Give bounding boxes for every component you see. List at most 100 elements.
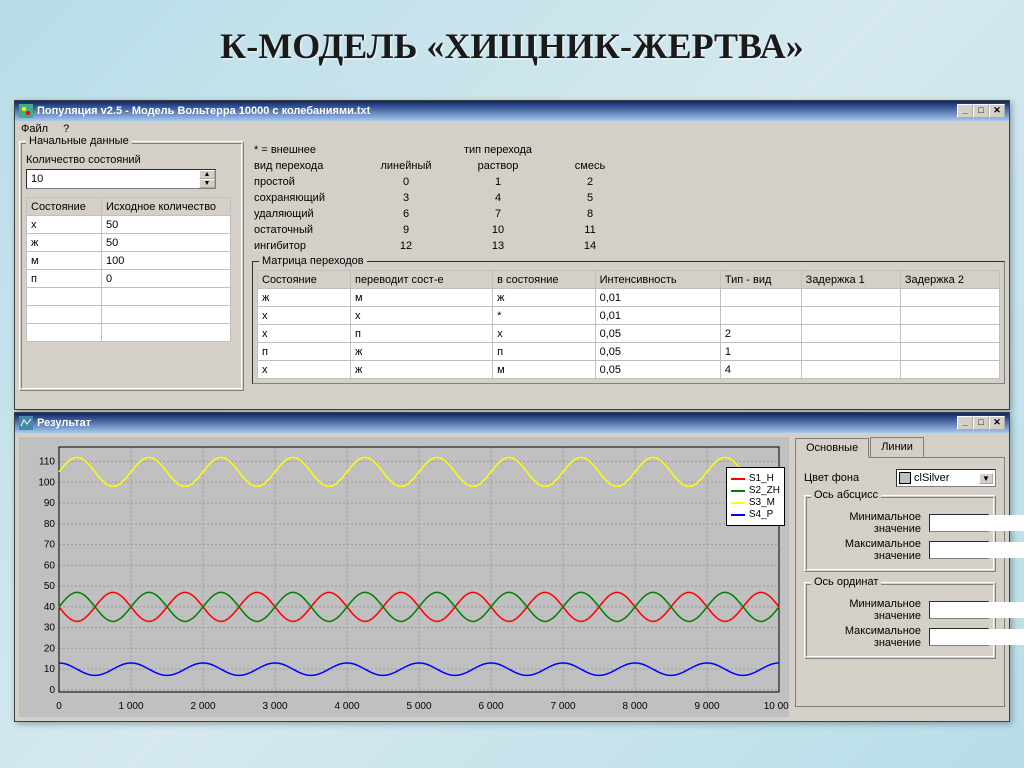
table-cell[interactable]: п <box>258 343 351 361</box>
svg-text:8 000: 8 000 <box>622 701 647 712</box>
table-cell[interactable] <box>900 289 999 307</box>
legend-item: S1_H <box>731 473 780 484</box>
table-cell[interactable]: ж <box>258 289 351 307</box>
table-cell[interactable] <box>102 288 231 306</box>
table-cell[interactable]: 50 <box>102 234 231 252</box>
close-button-2[interactable]: ✕ <box>989 416 1005 430</box>
table-cell[interactable]: м <box>27 252 102 270</box>
tab-lines[interactable]: Линии <box>870 437 924 457</box>
table-cell[interactable] <box>900 307 999 325</box>
table-cell[interactable] <box>27 306 102 324</box>
svg-text:100: 100 <box>38 477 55 488</box>
table-cell[interactable]: 100 <box>102 252 231 270</box>
table-cell[interactable]: ж <box>350 343 492 361</box>
table-cell[interactable]: х <box>27 216 102 234</box>
window-title-2: Результат <box>37 417 957 429</box>
table-cell[interactable]: 4 <box>720 361 801 379</box>
slide-title: К-МОДЕЛЬ «ХИЩНИК-ЖЕРТВА» <box>0 0 1024 77</box>
app-icon <box>19 104 33 118</box>
table-cell[interactable]: м <box>493 361 596 379</box>
y-min-spinner[interactable]: ▲▼ <box>929 601 989 619</box>
table-header: Интенсивность <box>595 271 720 289</box>
table-cell[interactable] <box>801 343 900 361</box>
table-cell[interactable]: 0,05 <box>595 343 720 361</box>
svg-text:110: 110 <box>39 457 55 468</box>
table-cell[interactable]: 0,05 <box>595 325 720 343</box>
maximize-button-2[interactable]: □ <box>973 416 989 430</box>
table-cell[interactable]: ж <box>27 234 102 252</box>
table-cell[interactable]: 0,01 <box>595 307 720 325</box>
maximize-button[interactable]: □ <box>973 104 989 118</box>
chevron-down-icon[interactable]: ▼ <box>979 473 993 484</box>
table-cell[interactable]: х <box>258 325 351 343</box>
group-matrix-label: Матрица переходов <box>259 255 367 267</box>
menu-file[interactable]: Файл <box>21 123 48 135</box>
bg-color-combo[interactable]: clSilver▼ <box>896 469 996 487</box>
matrix-table[interactable]: Состояниепереводит сост-ев состояниеИнте… <box>257 270 1000 379</box>
legend-item: S2_ZH <box>731 485 780 496</box>
close-button[interactable]: ✕ <box>989 104 1005 118</box>
table-cell[interactable] <box>102 306 231 324</box>
svg-text:30: 30 <box>44 623 56 634</box>
table-cell[interactable]: п <box>493 343 596 361</box>
table-cell[interactable]: х <box>258 361 351 379</box>
states-table[interactable]: СостояниеИсходное количество х50ж50м100п… <box>26 197 231 342</box>
qty-spinner[interactable]: ▲▼ <box>26 169 216 189</box>
titlebar-2: Результат _ □ ✕ <box>15 413 1009 433</box>
window-population: Популяция v2.5 - Модель Вольтерра 10000 … <box>14 100 1010 410</box>
y-max-label: Максимальное значение <box>811 625 921 649</box>
table-cell[interactable]: ж <box>350 361 492 379</box>
table-cell[interactable]: 0,01 <box>595 289 720 307</box>
table-cell[interactable] <box>801 289 900 307</box>
svg-text:80: 80 <box>44 519 56 530</box>
svg-text:3 000: 3 000 <box>262 701 287 712</box>
menu-help[interactable]: ? <box>63 123 69 135</box>
table-cell[interactable] <box>801 361 900 379</box>
table-cell[interactable] <box>27 324 102 342</box>
table-cell[interactable]: х <box>350 307 492 325</box>
spin-up[interactable]: ▲ <box>199 170 215 179</box>
table-cell[interactable] <box>27 288 102 306</box>
x-max-spinner[interactable]: ▲▼ <box>929 541 989 559</box>
legend-item: S4_P <box>731 509 780 520</box>
table-cell[interactable]: 0 <box>102 270 231 288</box>
window-result: Результат _ □ ✕ 010203040506070809010011… <box>14 412 1010 722</box>
svg-text:7 000: 7 000 <box>550 701 575 712</box>
x-min-spinner[interactable]: ▲▼ <box>929 514 989 532</box>
table-cell[interactable] <box>801 307 900 325</box>
table-cell[interactable] <box>801 325 900 343</box>
table-cell[interactable]: ж <box>493 289 596 307</box>
table-cell[interactable]: п <box>27 270 102 288</box>
table-cell[interactable] <box>102 324 231 342</box>
svg-text:10: 10 <box>44 664 56 675</box>
svg-text:60: 60 <box>44 560 56 571</box>
table-cell[interactable]: 1 <box>720 343 801 361</box>
table-cell[interactable]: п <box>350 325 492 343</box>
y-max-spinner[interactable]: ▲▼ <box>929 628 989 646</box>
minimize-button-2[interactable]: _ <box>957 416 973 430</box>
y-min-label: Минимальное значение <box>811 598 921 622</box>
svg-text:10 000: 10 000 <box>764 701 789 712</box>
table-cell[interactable]: х <box>258 307 351 325</box>
table-cell[interactable] <box>900 325 999 343</box>
table-cell[interactable]: * <box>493 307 596 325</box>
minimize-button[interactable]: _ <box>957 104 973 118</box>
table-cell[interactable] <box>720 307 801 325</box>
table-header: переводит сост-е <box>350 271 492 289</box>
group-initial-label: Начальные данные <box>26 135 132 147</box>
tab-main[interactable]: Основные <box>795 438 869 458</box>
table-cell[interactable]: 2 <box>720 325 801 343</box>
tab-panel-main: Цвет фона clSilver▼ Ось абсцисс Минималь… <box>795 457 1005 707</box>
table-header: Тип - вид <box>720 271 801 289</box>
table-cell[interactable]: 50 <box>102 216 231 234</box>
table-cell[interactable] <box>720 289 801 307</box>
spin-down[interactable]: ▼ <box>199 179 215 188</box>
table-cell[interactable] <box>900 343 999 361</box>
table-cell[interactable]: х <box>493 325 596 343</box>
table-cell[interactable]: 0,05 <box>595 361 720 379</box>
table-cell[interactable] <box>900 361 999 379</box>
table-cell[interactable]: м <box>350 289 492 307</box>
window-title-1: Популяция v2.5 - Модель Вольтерра 10000 … <box>37 105 957 117</box>
result-chart: 010203040506070809010011001 0002 0003 00… <box>19 437 789 717</box>
qty-input[interactable] <box>27 170 199 188</box>
